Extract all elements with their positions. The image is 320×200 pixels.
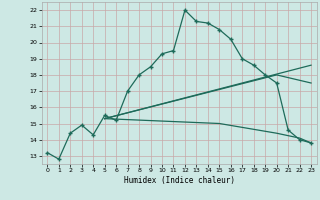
X-axis label: Humidex (Indice chaleur): Humidex (Indice chaleur) bbox=[124, 176, 235, 185]
